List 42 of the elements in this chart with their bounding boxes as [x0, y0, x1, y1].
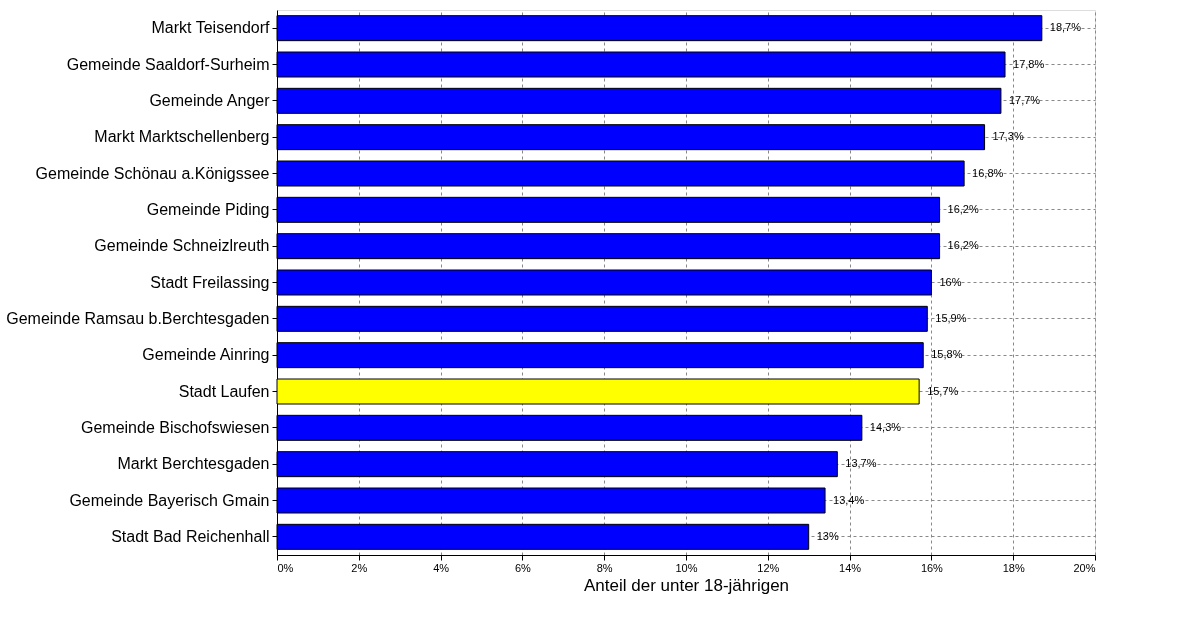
x-tick-label: 0% [277, 561, 294, 574]
x-tick-label: 10% [675, 561, 698, 574]
x-tick-label: 20% [1073, 561, 1096, 574]
data-label: 16% [939, 275, 962, 288]
x-tick-label: 6% [514, 561, 532, 574]
y-tick-label: Markt Teisendorf [151, 19, 271, 37]
x-tick-label: 2% [351, 561, 368, 574]
x-axis-title: Anteil der unter 18-jährigen [583, 575, 790, 595]
data-label: 17,3% [992, 130, 1024, 143]
y-tick-label: Stadt Freilassing [150, 273, 270, 291]
y-tick-label: Gemeinde Ainring [142, 346, 270, 364]
x-tick-label: 16% [920, 561, 944, 574]
x-tick-label: 12% [757, 561, 780, 574]
y-tick-label: Gemeinde Anger [149, 91, 271, 109]
data-label: 17,8% [1013, 57, 1045, 70]
data-label: 16,2% [947, 202, 979, 215]
y-tick-label: Gemeinde Schneizlreuth [94, 237, 270, 255]
data-label: 18,7% [1049, 21, 1082, 34]
data-label: 14,3% [869, 420, 902, 433]
x-tick-label: 8% [596, 561, 613, 574]
data-label: 15,9% [935, 311, 967, 324]
y-tick-label: Gemeinde Bayerisch Gmain [69, 491, 270, 509]
data-label: 16,8% [972, 166, 1004, 179]
y-tick-label: Gemeinde Piding [146, 200, 270, 218]
y-tick-label: Gemeinde Schönau a.Königssee [35, 164, 270, 182]
data-label: 17,7% [1008, 93, 1041, 106]
x-tick-label: 4% [433, 561, 450, 574]
data-label: 13% [816, 529, 839, 542]
y-tick-label: Markt Berchtesgaden [117, 455, 270, 473]
data-label: 13,4% [833, 493, 865, 506]
x-tick-label: 18% [1002, 561, 1025, 574]
y-tick-label: Stadt Bad Reichenhall [111, 527, 270, 545]
y-tick-label: Markt Marktschellenberg [94, 128, 270, 146]
y-tick-label: Stadt Laufen [178, 382, 270, 400]
data-label: 15,7% [927, 384, 959, 397]
data-label: 13,7% [845, 457, 877, 470]
x-tick-label: 14% [839, 561, 862, 574]
data-label: 15,8% [931, 348, 963, 361]
y-tick-label: Gemeinde Ramsau b.Berchtesgaden [6, 309, 270, 327]
y-tick-label: Gemeinde Bischofswiesen [80, 418, 270, 436]
data-label: 16,2% [947, 239, 979, 252]
y-tick-label: Gemeinde Saaldorf-Surheim [66, 55, 270, 73]
